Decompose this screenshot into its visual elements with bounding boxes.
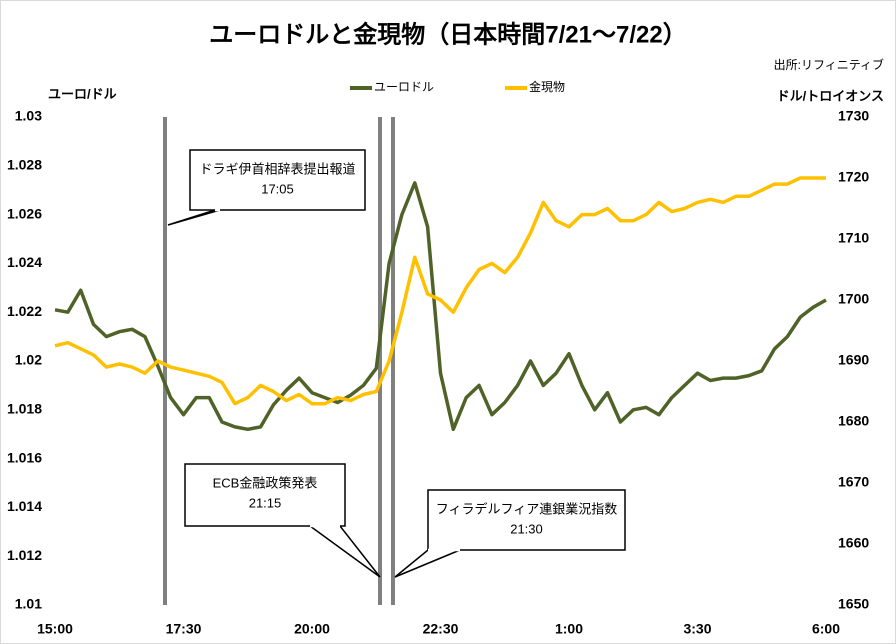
y2-tick-label: 1690 — [838, 352, 869, 368]
y-tick-label: 1.03 — [15, 108, 42, 124]
x-tick-label: 6:00 — [812, 621, 840, 637]
legend-label: ユーロドル — [374, 80, 434, 94]
y-tick-label: 1.02 — [15, 352, 42, 368]
y-tick-label: 1.028 — [7, 157, 42, 173]
legend-label: 金現物 — [529, 79, 565, 94]
x-tick-label: 1:00 — [555, 621, 583, 637]
chart-title: ユーロドルと金現物（日本時間7/21～7/22） — [209, 20, 686, 48]
y-axis-label: ユーロ/ドル — [48, 86, 117, 101]
x-tick-label: 15:00 — [37, 621, 73, 637]
series-line — [54, 181, 827, 432]
y-tick-label: 1.018 — [7, 401, 42, 417]
x-tick-label: 3:30 — [683, 621, 711, 637]
series-line — [54, 176, 826, 406]
y-tick-label: 1.014 — [7, 498, 42, 514]
y2-tick-label: 1650 — [838, 596, 869, 612]
y-tick-label: 1.016 — [7, 449, 42, 465]
callout-box — [184, 463, 346, 527]
callout-box — [189, 149, 366, 211]
callout-text: 21:15 — [249, 495, 282, 510]
y-tick-label: 1.026 — [7, 205, 42, 221]
y-tick-label: 1.012 — [7, 547, 42, 563]
y2-tick-label: 1730 — [838, 108, 869, 124]
x-tick-label: 17:30 — [166, 621, 202, 637]
y2-tick-label: 1670 — [838, 474, 869, 490]
x-tick-label: 22:30 — [423, 621, 459, 637]
y2-tick-label: 1700 — [838, 291, 869, 307]
callout-text: ドラギ伊首相辞表提出報道 — [199, 161, 355, 176]
y2-tick-label: 1660 — [838, 535, 869, 551]
y2-tick-label: 1720 — [838, 169, 869, 185]
y2-tick-label: 1680 — [838, 413, 869, 429]
callout-text: 21:30 — [510, 521, 543, 536]
y2-tick-label: 1710 — [838, 230, 869, 246]
y-tick-label: 1.01 — [15, 596, 42, 612]
callout-box — [427, 489, 626, 551]
callout-text: 17:05 — [261, 181, 294, 196]
y-tick-label: 1.024 — [7, 254, 42, 270]
source: 出所:リフィニティブ — [774, 57, 884, 72]
callout-text: ECB金融政策発表 — [213, 475, 318, 490]
y2-axis-label: ドル/トロイオンス — [777, 88, 884, 103]
y-tick-label: 1.022 — [7, 303, 42, 319]
x-tick-label: 20:00 — [294, 621, 330, 637]
callout-text: フィラデルフィア連銀業況指数 — [436, 501, 617, 516]
